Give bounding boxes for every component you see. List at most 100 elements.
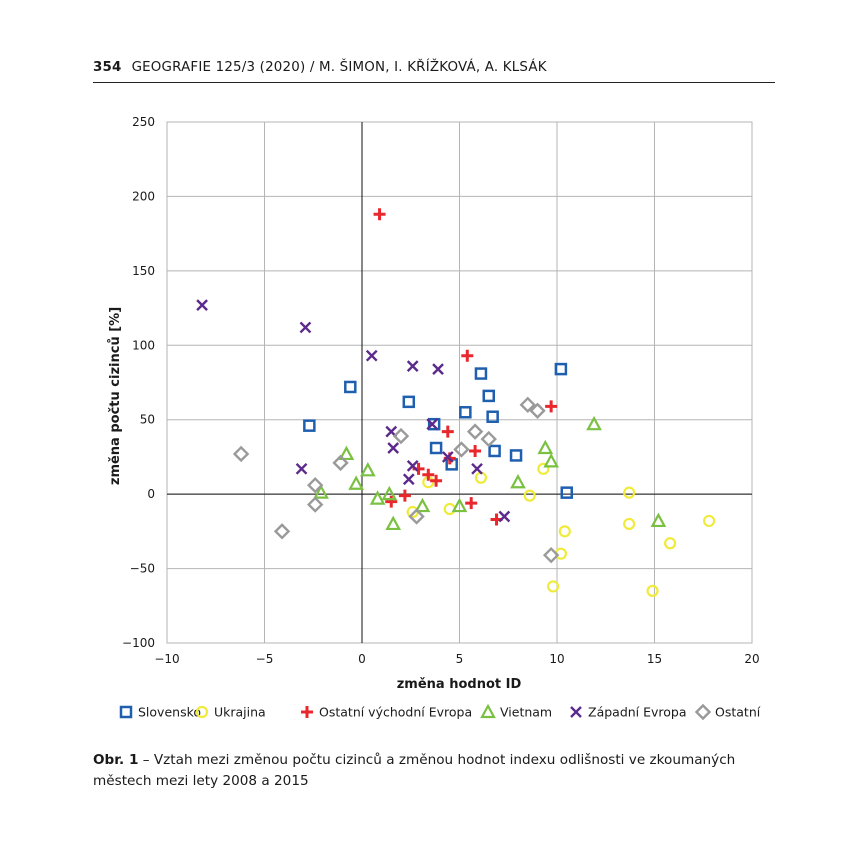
data-point — [554, 362, 568, 376]
data-point — [398, 489, 411, 502]
data-point — [427, 417, 441, 431]
series-zapadni-evropa — [196, 299, 511, 523]
data-point — [523, 489, 536, 502]
legend-item-slovensko: Slovensko — [119, 705, 201, 720]
data-point — [519, 396, 536, 414]
data-point — [441, 425, 454, 438]
data-point — [498, 510, 511, 523]
x-axis-label: změna hodnot ID — [397, 677, 522, 692]
data-point — [422, 468, 435, 481]
y-tick-label: 100 — [132, 338, 155, 352]
legend-marker — [195, 705, 209, 719]
data-point — [488, 444, 501, 458]
data-point — [307, 477, 324, 494]
legend-marker — [301, 706, 313, 718]
data-point — [406, 460, 419, 472]
data-point — [537, 462, 550, 475]
series-ostatni — [232, 396, 560, 564]
y-tick-label: 50 — [140, 413, 155, 427]
data-point — [387, 442, 400, 454]
data-point — [369, 490, 386, 505]
data-point — [702, 514, 716, 528]
data-point — [273, 523, 291, 540]
data-point — [646, 584, 659, 598]
legend-marker — [694, 703, 712, 721]
data-point — [299, 321, 312, 334]
data-point — [486, 410, 499, 423]
data-point — [381, 485, 398, 501]
legend-label: Ostatní východní Evropa — [319, 705, 472, 720]
data-point — [465, 497, 478, 510]
data-point — [441, 451, 454, 463]
data-point — [543, 453, 560, 468]
y-tick-label: 150 — [132, 264, 155, 278]
data-point — [313, 484, 329, 499]
legend-marker — [480, 703, 496, 719]
x-tick-label: 0 — [358, 652, 366, 666]
x-tick-label: 20 — [744, 652, 759, 666]
legend-marker — [119, 705, 133, 719]
data-point — [443, 502, 456, 516]
caption-text: – Vztah mezi změnou počtu cizinců a změn… — [93, 752, 736, 789]
data-point — [471, 462, 483, 475]
chart-grid — [166, 121, 753, 644]
x-tick-label: 10 — [549, 652, 564, 666]
data-point — [307, 496, 324, 513]
x-tick-label: 5 — [456, 652, 464, 666]
data-point — [332, 454, 349, 472]
data-point — [546, 580, 560, 593]
data-point — [461, 349, 474, 362]
data-point — [402, 395, 416, 409]
data-point — [432, 363, 444, 375]
legend-item-ukrajina: Ukrajina — [195, 705, 266, 720]
y-tick-label: −100 — [122, 636, 155, 650]
series-ostatni-vychodni-evropa — [373, 208, 558, 526]
data-point — [480, 430, 497, 448]
data-point — [303, 419, 316, 432]
data-point — [453, 441, 470, 458]
data-point — [373, 208, 386, 221]
legend-label: Vietnam — [500, 705, 552, 720]
figure-caption: Obr. 1 – Vztah mezi změnou počtu cizinců… — [93, 750, 783, 792]
data-point — [560, 486, 573, 499]
data-point — [545, 400, 558, 413]
legend-item-zapadni-evropa: Západní Evropa — [570, 705, 687, 720]
data-point — [623, 517, 636, 531]
legend-label: Ukrajina — [214, 705, 266, 720]
data-point — [529, 402, 546, 419]
data-point — [406, 360, 419, 372]
legend-label: Západní Evropa — [588, 705, 687, 720]
data-point — [466, 423, 484, 440]
series-ukrajina — [406, 462, 716, 598]
data-point — [558, 525, 571, 538]
data-point — [344, 380, 357, 394]
data-point — [509, 449, 523, 462]
x-tick-label: 15 — [647, 652, 662, 666]
data-point — [359, 462, 376, 477]
data-point — [430, 474, 443, 487]
data-point — [408, 508, 425, 525]
chart-axes — [167, 122, 752, 643]
legend-label: Ostatní — [715, 705, 761, 720]
chart-legend: Slovensko Ukrajina Ostatní východní Evropa… — [119, 703, 761, 721]
running-header: 354 GEOGRAFIE 125/3 (2020) / M. ŠIMON, I.… — [93, 60, 775, 75]
y-tick-label: 250 — [132, 115, 155, 129]
page-number: 354 — [93, 60, 122, 75]
caption-label: Obr. 1 — [93, 752, 139, 768]
data-point — [426, 418, 439, 431]
y-axis-label: změna počtu cizinců [%] — [108, 307, 123, 485]
legend-item-ostatni-vychodni-evropa: Ostatní východní Evropa — [301, 705, 472, 720]
chart-points — [196, 208, 716, 598]
data-point — [338, 445, 355, 461]
data-point — [542, 546, 560, 564]
series-slovensko — [303, 362, 573, 499]
header-rule — [93, 82, 775, 83]
data-point — [196, 299, 208, 311]
y-tick-label: −50 — [130, 562, 155, 576]
data-point — [348, 475, 365, 490]
data-point — [482, 389, 495, 403]
data-point — [586, 415, 602, 431]
legend-marker — [570, 706, 582, 718]
data-point — [392, 427, 410, 445]
